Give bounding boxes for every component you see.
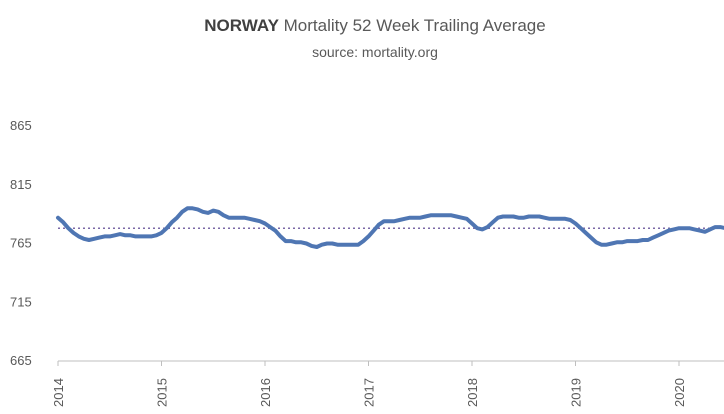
x-axis-ticks: 2014 2015 2016 2017 2018 2019 2020 [51,361,687,407]
x-tick-label: 2017 [362,378,377,407]
y-tick-label: 715 [10,294,32,309]
x-tick-label: 2014 [51,378,66,407]
y-tick-label: 865 [10,118,32,133]
y-axis-ticks: 665 715 765 815 865 [10,118,32,368]
chart-title-rest: Mortality 52 Week Trailing Average [278,16,546,35]
x-tick-label: 2018 [465,378,480,407]
x-tick-label: 2020 [672,378,687,407]
y-tick-label: 815 [10,177,32,192]
x-tick-label: 2019 [569,378,584,407]
x-tick-label: 2015 [155,378,170,407]
y-tick-label: 765 [10,236,32,251]
x-tick-label: 2016 [258,378,273,407]
mortality-series-line [56,206,724,249]
chart-title-country: NORWAY [204,16,279,35]
chart-title: NORWAY Mortality 52 Week Trailing Averag… [0,16,724,36]
y-tick-label: 665 [10,353,32,368]
chart-subtitle: source: mortality.org [312,44,438,60]
